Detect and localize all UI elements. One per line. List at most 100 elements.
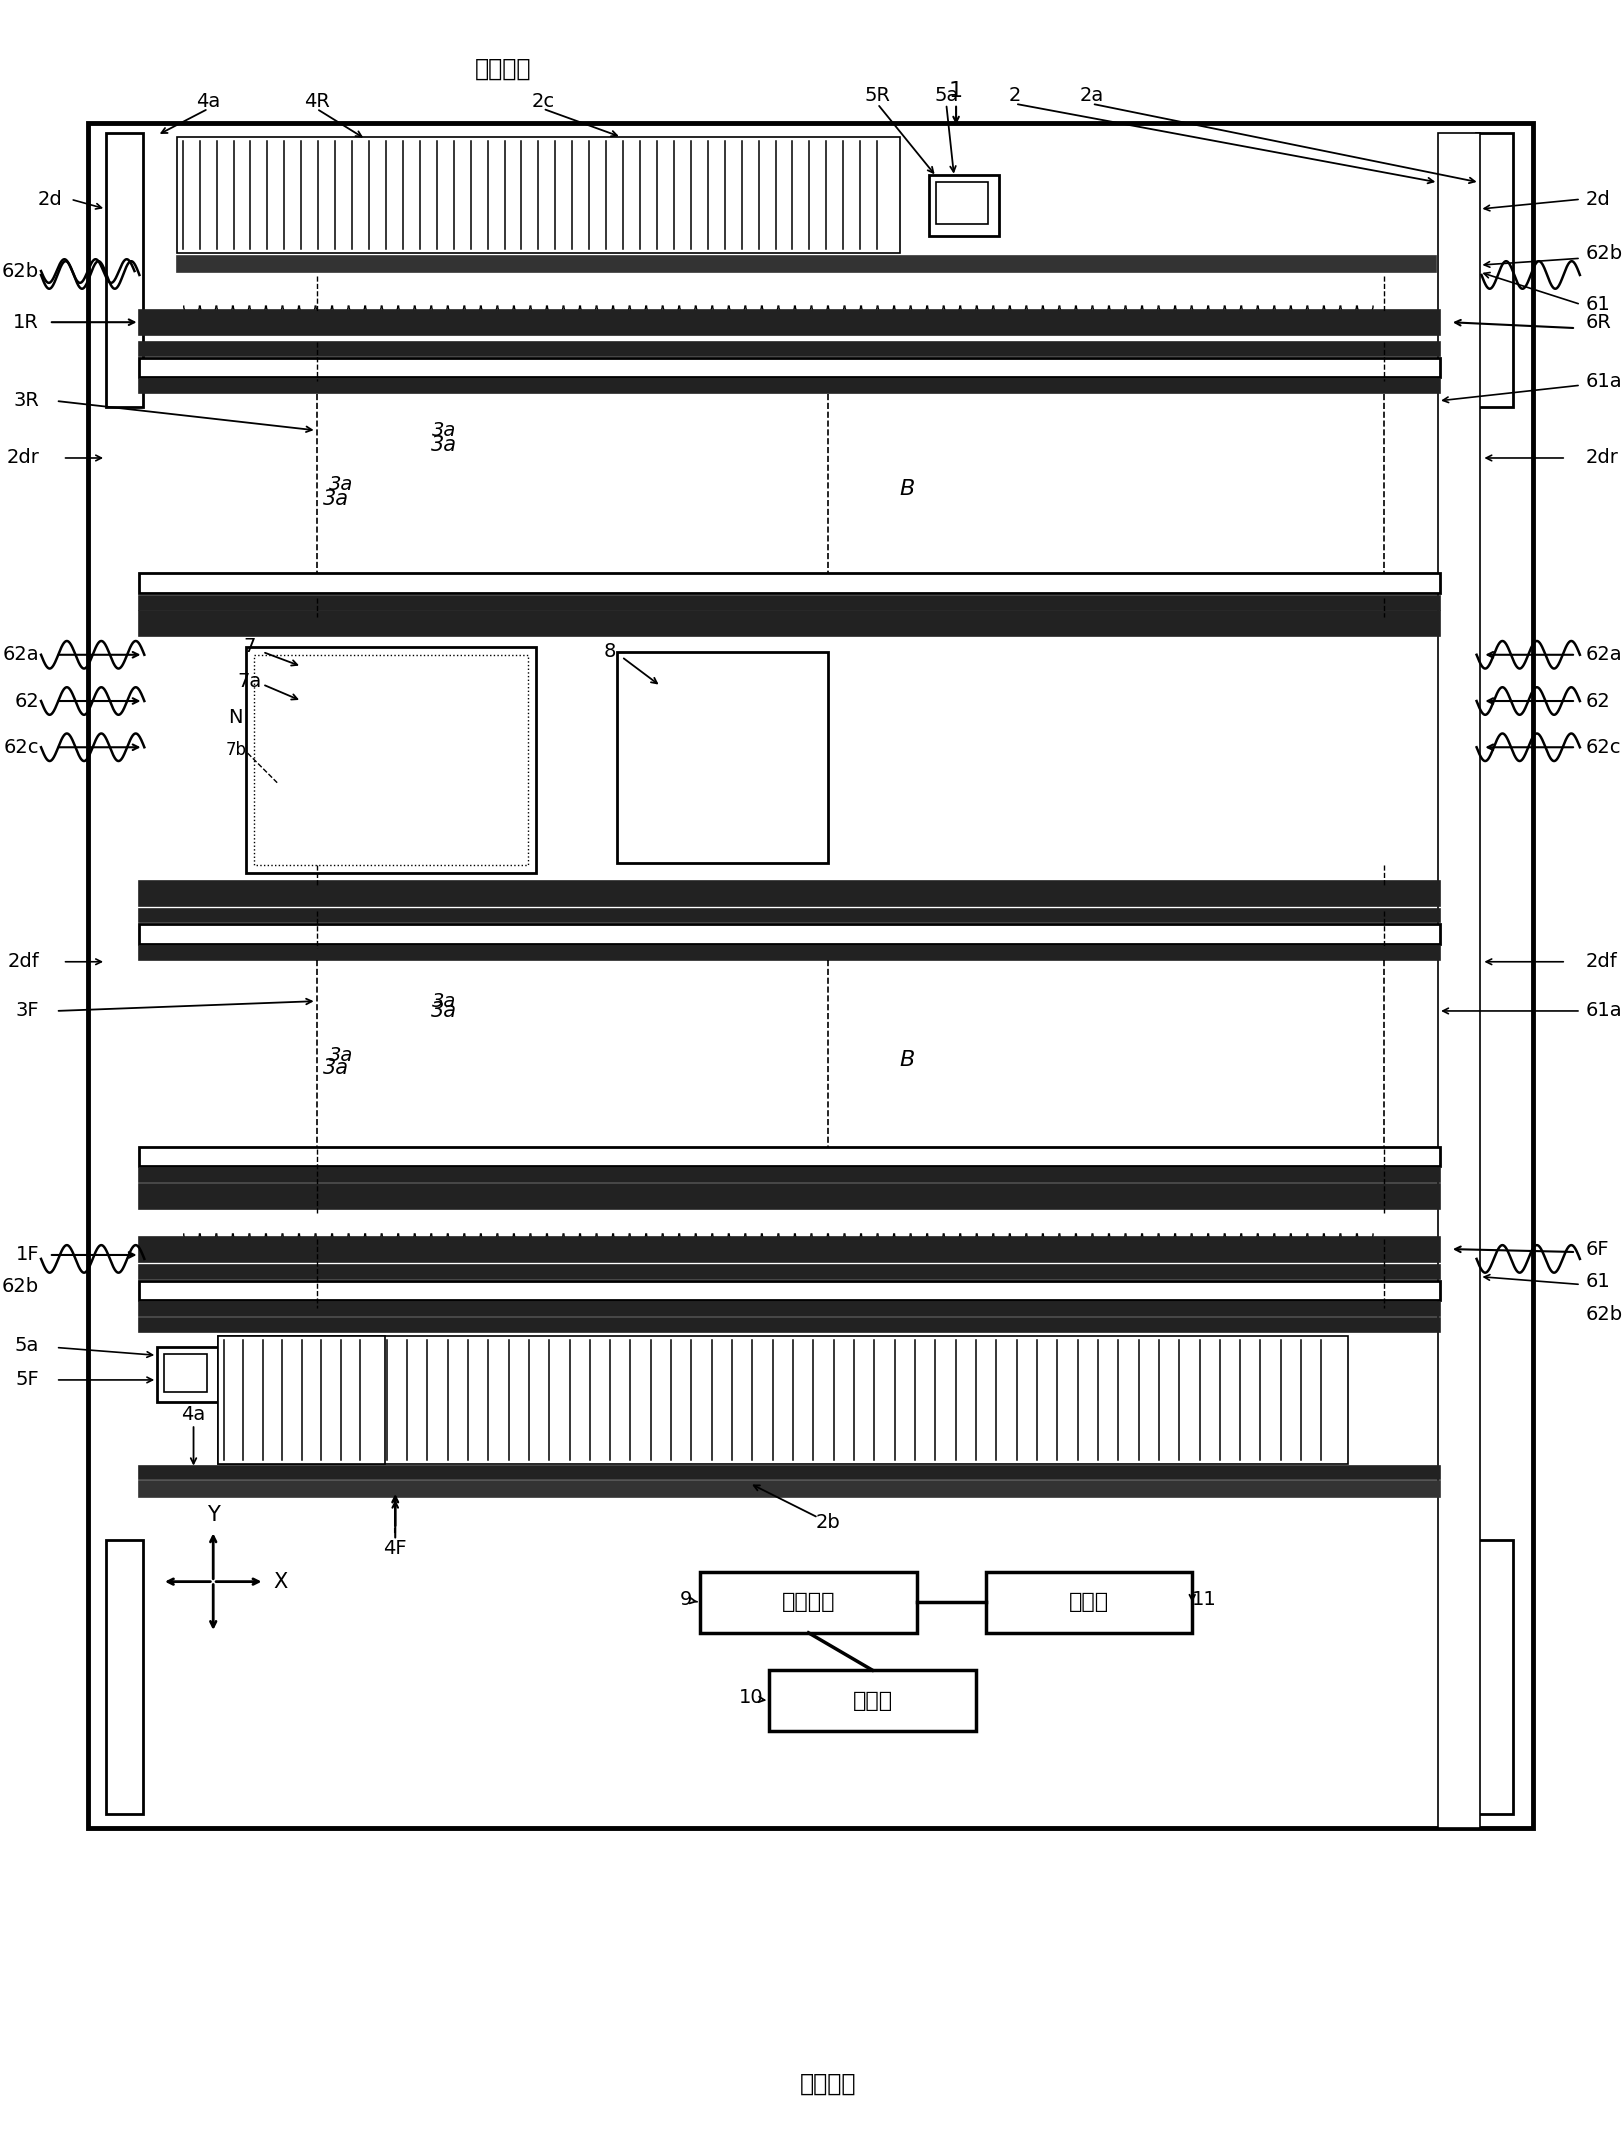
Text: 3a: 3a [432,992,456,1010]
Bar [245,646,536,873]
Text: 3a: 3a [329,1046,354,1065]
Bar [105,1540,143,1814]
Text: 62: 62 [15,691,39,710]
Text: 61: 61 [1584,1273,1610,1292]
Bar [164,1354,208,1392]
Text: 2df: 2df [6,952,39,971]
Bar [1475,1540,1513,1814]
Text: 1R: 1R [13,312,39,332]
Text: 62b: 62b [1584,1305,1621,1324]
Bar [140,1482,1440,1497]
Text: 11: 11 [1191,1589,1216,1609]
Bar [140,1465,1440,1480]
Text: 2a: 2a [1079,86,1104,105]
Bar [140,1185,1440,1209]
Text: 62c: 62c [1584,738,1620,757]
Text: 2d: 2d [1584,190,1610,210]
Bar [177,137,899,252]
Bar [217,1335,385,1463]
Bar [140,1318,1440,1333]
Text: 2dr: 2dr [1584,449,1618,468]
Text: 7b: 7b [226,742,247,759]
Text: 2c: 2c [531,92,553,111]
Bar [140,1264,1440,1279]
Text: 2: 2 [1008,86,1021,105]
Bar [88,124,1532,1827]
Bar [105,133,143,406]
Text: 6R: 6R [1584,312,1610,332]
Bar [140,909,1440,922]
Text: （后侧）: （后侧） [476,56,531,81]
Text: 62: 62 [1584,691,1610,710]
Text: 6F: 6F [1584,1241,1608,1258]
Bar [1475,133,1513,406]
Text: 2dr: 2dr [6,449,39,468]
Text: 61: 61 [1584,295,1610,314]
Bar [140,597,1440,610]
Text: 62a: 62a [1584,646,1621,665]
Text: 7a: 7a [237,672,261,691]
Bar [140,379,1440,394]
Text: 操作部: 操作部 [852,1690,893,1711]
Bar [140,924,1440,943]
Text: 控制装置: 控制装置 [781,1591,834,1613]
Bar [1438,133,1479,1827]
Bar [140,310,1440,336]
Bar [140,1236,1440,1262]
Text: Y: Y [206,1504,219,1525]
Text: 2d: 2d [37,190,63,210]
Text: 62b: 62b [2,1277,39,1296]
Text: 62b: 62b [1584,244,1621,263]
Text: 10: 10 [738,1688,763,1707]
Text: 1F: 1F [16,1245,39,1264]
Text: 62a: 62a [2,646,39,665]
Text: 4a: 4a [182,1405,206,1425]
Bar [253,655,527,866]
Text: 3a: 3a [432,1001,458,1020]
Bar [617,652,828,864]
Bar [140,1303,1440,1315]
Bar [140,945,1440,960]
Bar [140,573,1440,593]
Bar [140,881,1440,905]
Text: 3R: 3R [13,391,39,411]
Text: 62c: 62c [3,738,39,757]
Text: X: X [273,1572,287,1591]
Text: 7: 7 [243,637,256,657]
Bar [177,257,1435,272]
Text: 2df: 2df [1584,952,1617,971]
Text: 61a: 61a [1584,372,1621,391]
Bar [769,1671,975,1730]
Bar [700,1572,915,1632]
Bar [140,1168,1440,1183]
Text: 显示部: 显示部 [1068,1591,1109,1613]
Bar [985,1572,1191,1632]
Bar [140,357,1440,376]
Text: 3a: 3a [432,434,458,456]
Text: 3F: 3F [16,1001,39,1020]
Text: 62b: 62b [2,261,39,280]
Text: 4R: 4R [304,92,329,111]
Text: 2b: 2b [815,1512,841,1532]
Text: 5a: 5a [15,1337,39,1354]
Bar [936,182,987,225]
Text: 3a: 3a [323,1059,349,1078]
Text: 1: 1 [948,81,962,101]
Text: 3a: 3a [323,490,349,509]
Text: 3a: 3a [329,475,354,494]
Text: N: N [229,708,243,727]
Text: （前侧）: （前侧） [800,2071,855,2096]
Text: 4a: 4a [196,92,221,111]
Text: 5R: 5R [863,86,889,105]
Text: B: B [899,1050,914,1070]
Text: 5F: 5F [15,1371,39,1390]
Text: 3a: 3a [432,421,456,441]
Bar [140,1147,1440,1166]
Bar [140,342,1440,355]
Bar [157,1348,217,1401]
Text: 8: 8 [604,642,615,661]
Text: 4F: 4F [383,1538,407,1557]
Text: 9: 9 [678,1589,691,1609]
Bar [140,1281,1440,1301]
Text: 61a: 61a [1584,1001,1621,1020]
